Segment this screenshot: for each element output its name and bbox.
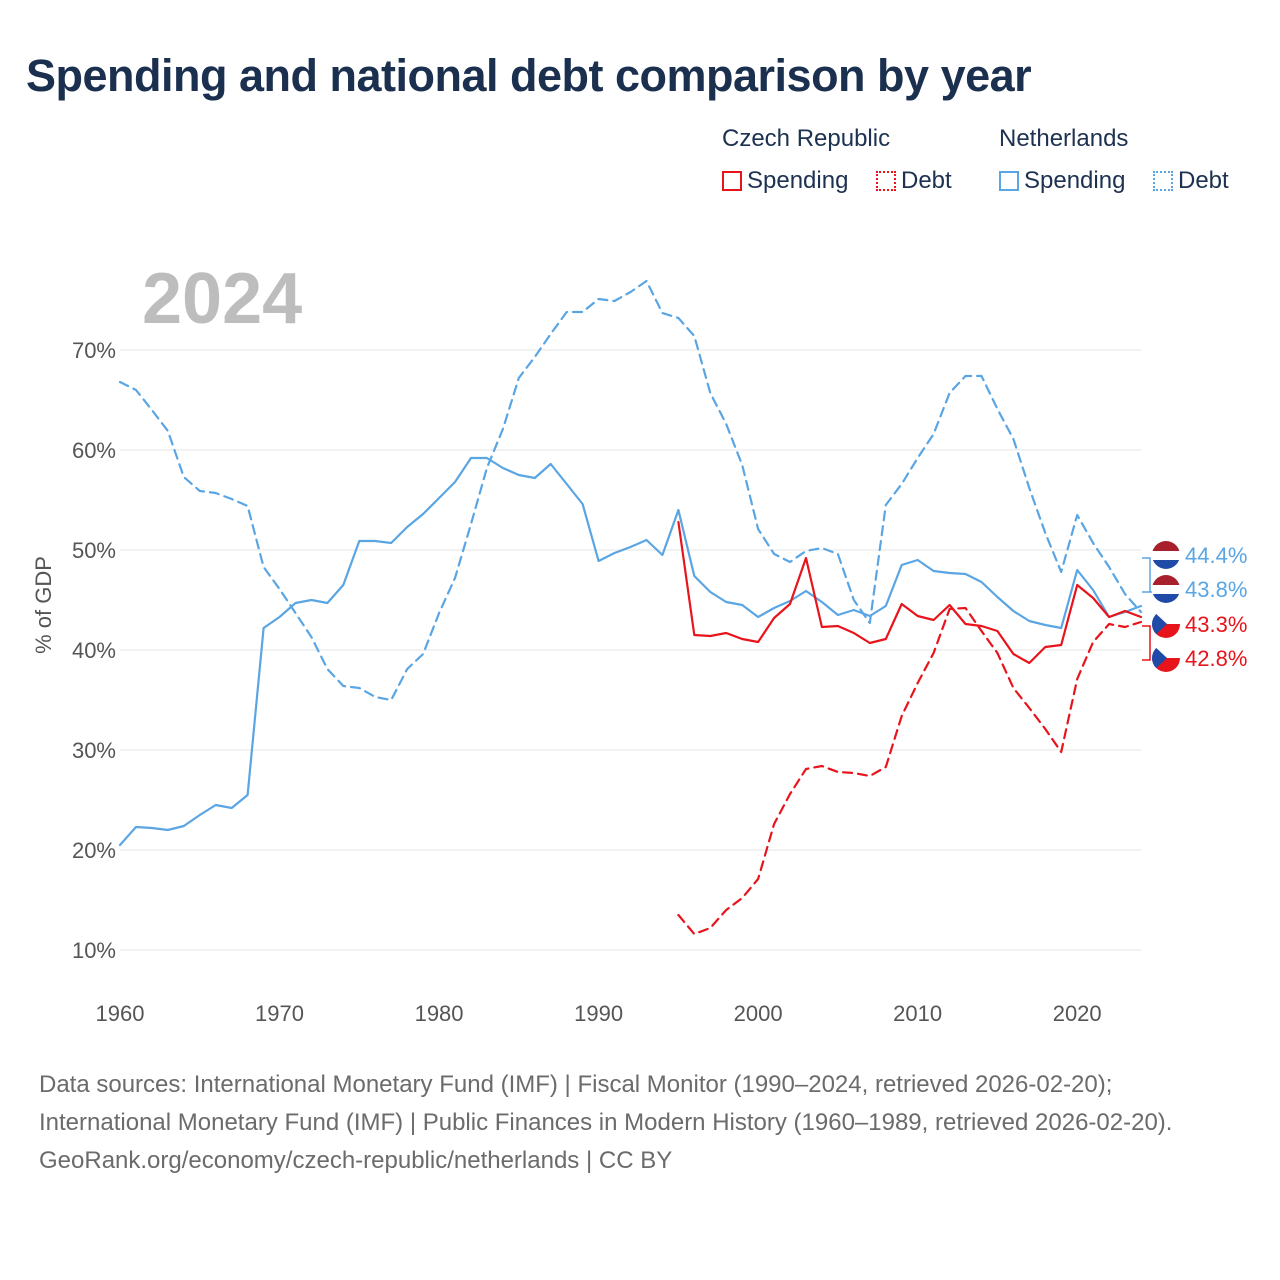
y-axis-ticks: 10% 20% 30% 40% 50% 60% 70%: [72, 338, 116, 963]
legend-item-netherlands-debt[interactable]: Debt: [1153, 165, 1229, 197]
netherlands-flag-icon: [1152, 541, 1180, 569]
y-tick-label: 10%: [72, 938, 116, 963]
y-tick-label: 70%: [72, 338, 116, 363]
end-label-netherlands-debt: 43.8%: [1185, 577, 1247, 602]
x-tick-label: 1960: [96, 1001, 145, 1026]
legend-group-czech-republic: Czech Republic: [722, 125, 891, 152]
czech-end-bracket: [1142, 625, 1151, 661]
footer: Data sources: International Monetary Fun…: [39, 1066, 1239, 1180]
x-tick-label: 2010: [893, 1001, 942, 1026]
czech-flag-icon: [1152, 610, 1180, 638]
legend-swatch-dotted-red: [876, 171, 896, 191]
x-tick-label: 1970: [255, 1001, 304, 1026]
legend-swatch-solid-blue: [999, 171, 1019, 191]
x-tick-label: 2020: [1053, 1001, 1102, 1026]
current-year-label: 2024: [142, 259, 302, 339]
y-tick-label: 50%: [72, 538, 116, 563]
legend-label-netherlands-spending: Spending: [1024, 167, 1126, 194]
x-axis-ticks: 1960 1970 1980 1990 2000 2010 2020: [96, 1001, 1102, 1026]
end-label-netherlands-spending: 44.4%: [1185, 543, 1247, 568]
x-tick-label: 2000: [734, 1001, 783, 1026]
y-tick-label: 30%: [72, 738, 116, 763]
netherlands-flag-icon: [1152, 575, 1180, 603]
x-tick-label: 1990: [574, 1001, 623, 1026]
legend-label-czech-debt: Debt: [901, 167, 952, 194]
gridlines: [120, 349, 1141, 951]
series-lines: [118, 279, 1143, 936]
legend-label-czech-spending: Spending: [747, 167, 849, 194]
legend-group-netherlands: Netherlands: [999, 125, 1129, 152]
attribution-link[interactable]: GeoRank.org/economy/czech-republic/nethe…: [39, 1147, 673, 1174]
series-line-netherlands-spending: [118, 456, 1143, 847]
y-tick-label: 60%: [72, 438, 116, 463]
data-sources: Data sources: International Monetary Fun…: [39, 1071, 1173, 1136]
series-line-czech-republic-spending: [677, 520, 1143, 665]
legend-swatch-solid-red: [722, 171, 742, 191]
end-label-czech-spending: 43.3%: [1185, 612, 1247, 637]
legend-item-czech-debt[interactable]: Debt: [876, 165, 952, 197]
x-tick-label: 1980: [415, 1001, 464, 1026]
line-chart: 2024 10%20%30%40%50%60%70% 1960 1970 1980 1…: [31, 259, 1247, 1026]
y-tick-label: 20%: [72, 838, 116, 863]
end-label-czech-debt: 42.8%: [1185, 646, 1247, 671]
legend-item-netherlands-spending[interactable]: Spending: [999, 165, 1125, 197]
series-line-czech-republic-debt: [677, 606, 1143, 936]
legend-swatch-dotted-blue: [1153, 171, 1173, 191]
legend-label-netherlands-debt: Debt: [1178, 167, 1229, 194]
y-tick-label: 40%: [72, 638, 116, 663]
netherlands-end-bracket: [1142, 557, 1152, 593]
legend-item-czech-spending[interactable]: Spending: [722, 165, 848, 197]
y-axis-title: % of GDP: [31, 556, 56, 654]
czech-flag-icon: [1152, 644, 1180, 672]
chart-title: Spending and national debt comparison by…: [26, 50, 1032, 101]
series-line-netherlands-debt: [118, 279, 1143, 702]
